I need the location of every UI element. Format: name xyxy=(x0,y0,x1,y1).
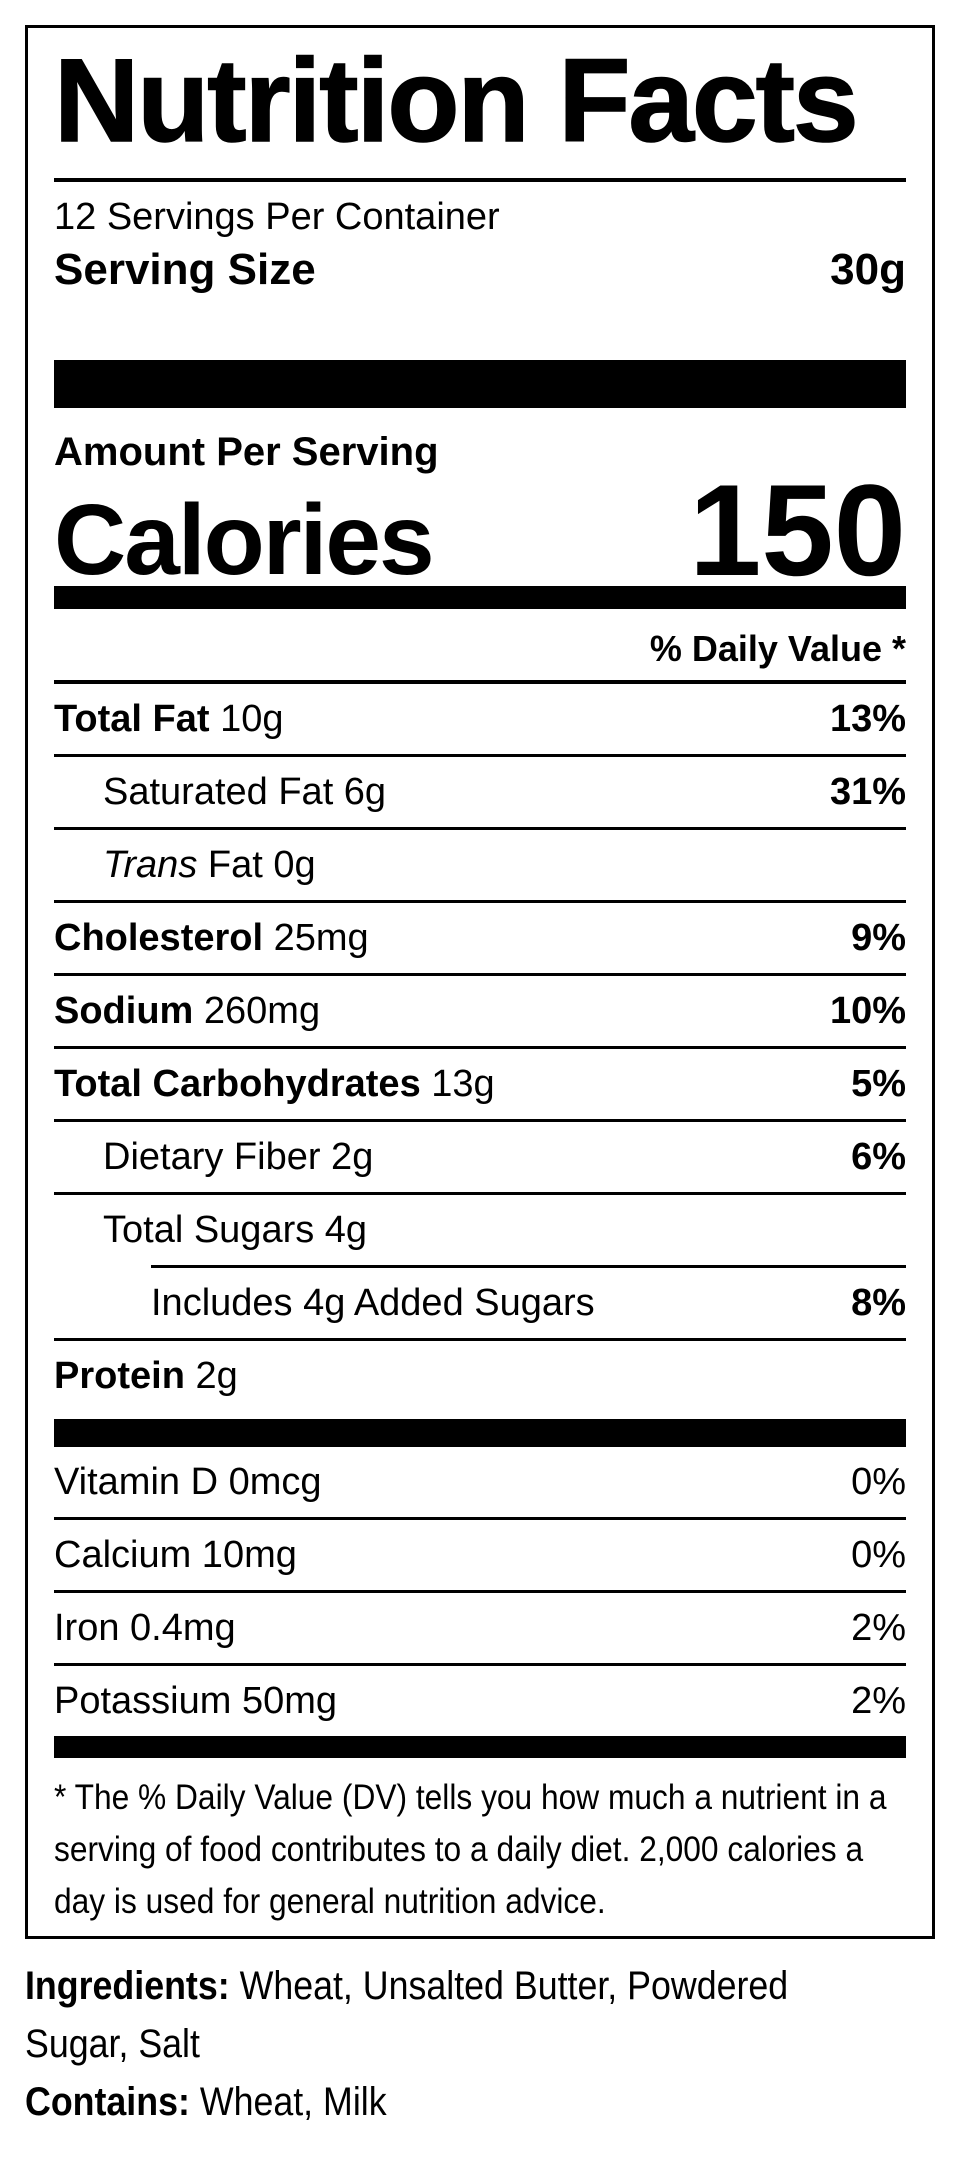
daily-value: 31% xyxy=(829,771,906,814)
nutrient-name: Dietary Fiber 2g xyxy=(103,1136,374,1179)
nutrient-row-trans-fat: Trans Fat 0g xyxy=(54,830,906,904)
nutrient-name: Trans Fat 0g xyxy=(103,844,316,887)
section-bar xyxy=(54,360,906,409)
calories-value: 150 xyxy=(689,457,906,604)
calories-label: Calories xyxy=(54,484,435,597)
vitamin-row-calcium: Calcium 10mg 0% xyxy=(54,1520,906,1594)
ingredients-section: Ingredients: Wheat, Unsalted Butter, Pow… xyxy=(25,1957,847,2131)
nutrient-name: Includes 4g Added Sugars xyxy=(151,1282,595,1325)
daily-value: 8% xyxy=(851,1282,906,1325)
daily-value: 0% xyxy=(851,1534,906,1577)
nutrient-row-dietary-fiber: Dietary Fiber 2g 6% xyxy=(54,1122,906,1196)
nutrient-name: Cholesterol 25mg xyxy=(54,917,369,960)
nutrient-row-added-sugars: Includes 4g Added Sugars 8% xyxy=(54,1268,906,1342)
nutrient-name: Sodium 260mg xyxy=(54,990,321,1033)
nutrient-row-total-sugars: Total Sugars 4g xyxy=(54,1195,906,1265)
nutrient-name: Potassium 50mg xyxy=(54,1680,338,1723)
nutrient-row-protein: Protein 2g xyxy=(54,1341,906,1411)
contains-line: Contains: Wheat, Milk xyxy=(25,2073,847,2131)
contains-label: Contains: xyxy=(25,2080,190,2125)
nutrient-name: Total Fat 10g xyxy=(54,698,284,741)
section-bar xyxy=(54,586,906,610)
nutrition-facts-label: Nutrition Facts 12 Servings Per Containe… xyxy=(25,25,935,1940)
daily-value: 10% xyxy=(829,990,906,1033)
section-bar xyxy=(54,1736,906,1759)
vitamin-row-vitamin-d: Vitamin D 0mcg 0% xyxy=(54,1447,906,1521)
nutrient-name: Total Carbohydrates 13g xyxy=(54,1063,495,1106)
vitamin-row-iron: Iron 0.4mg 2% xyxy=(54,1593,906,1667)
nutrient-name: Saturated Fat 6g xyxy=(103,771,387,814)
contains-value: Wheat, Milk xyxy=(189,2080,387,2125)
daily-value: 9% xyxy=(851,917,906,960)
serving-size-label: Serving Size xyxy=(54,244,316,294)
serving-size-row: Serving Size 30g xyxy=(54,244,906,297)
daily-value: 5% xyxy=(851,1063,906,1106)
nutrient-name: Vitamin D 0mcg xyxy=(54,1461,322,1504)
daily-value: 6% xyxy=(851,1136,906,1179)
amount-per-serving-label: Amount Per Serving xyxy=(54,430,439,475)
ingredients-label: Ingredients: xyxy=(25,1964,230,2009)
nutrient-name: Iron 0.4mg xyxy=(54,1607,236,1650)
ingredients-value: Wheat, Unsalted Butter, Powdered Sugar, … xyxy=(25,1964,789,2067)
daily-value: 13% xyxy=(829,698,906,741)
nutrient-row-cholesterol: Cholesterol 25mg 9% xyxy=(54,903,906,977)
nutrient-name: Protein 2g xyxy=(54,1355,238,1398)
indented-divider xyxy=(151,1265,906,1269)
servings-per-container: 12 Servings Per Container xyxy=(54,196,500,238)
nutrient-row-saturated-fat: Saturated Fat 6g 31% xyxy=(54,757,906,831)
section-bar xyxy=(54,1419,906,1448)
label-title: Nutrition Facts xyxy=(53,41,906,182)
ingredients-line: Ingredients: Wheat, Unsalted Butter, Pow… xyxy=(25,1957,847,2073)
nutrient-row-sodium: Sodium 260mg 10% xyxy=(54,976,906,1050)
calories-row: Calories 150 xyxy=(54,465,906,595)
daily-value: 0% xyxy=(851,1461,906,1504)
daily-value: 2% xyxy=(851,1607,906,1650)
nutrient-row-total-carbohydrates: Total Carbohydrates 13g 5% xyxy=(54,1049,906,1123)
vitamin-row-potassium: Potassium 50mg 2% xyxy=(54,1666,906,1736)
daily-value-footnote: * The % Daily Value (DV) tells you how m… xyxy=(54,1778,887,1922)
daily-value-header: % Daily Value * xyxy=(54,609,906,685)
nutrient-name: Total Sugars 4g xyxy=(103,1209,368,1252)
nutrient-name: Calcium 10mg xyxy=(54,1534,297,1577)
daily-value: 2% xyxy=(851,1680,906,1723)
serving-size-value: 30g xyxy=(830,244,906,294)
nutrient-row-total-fat: Total Fat 10g 13% xyxy=(54,684,906,758)
